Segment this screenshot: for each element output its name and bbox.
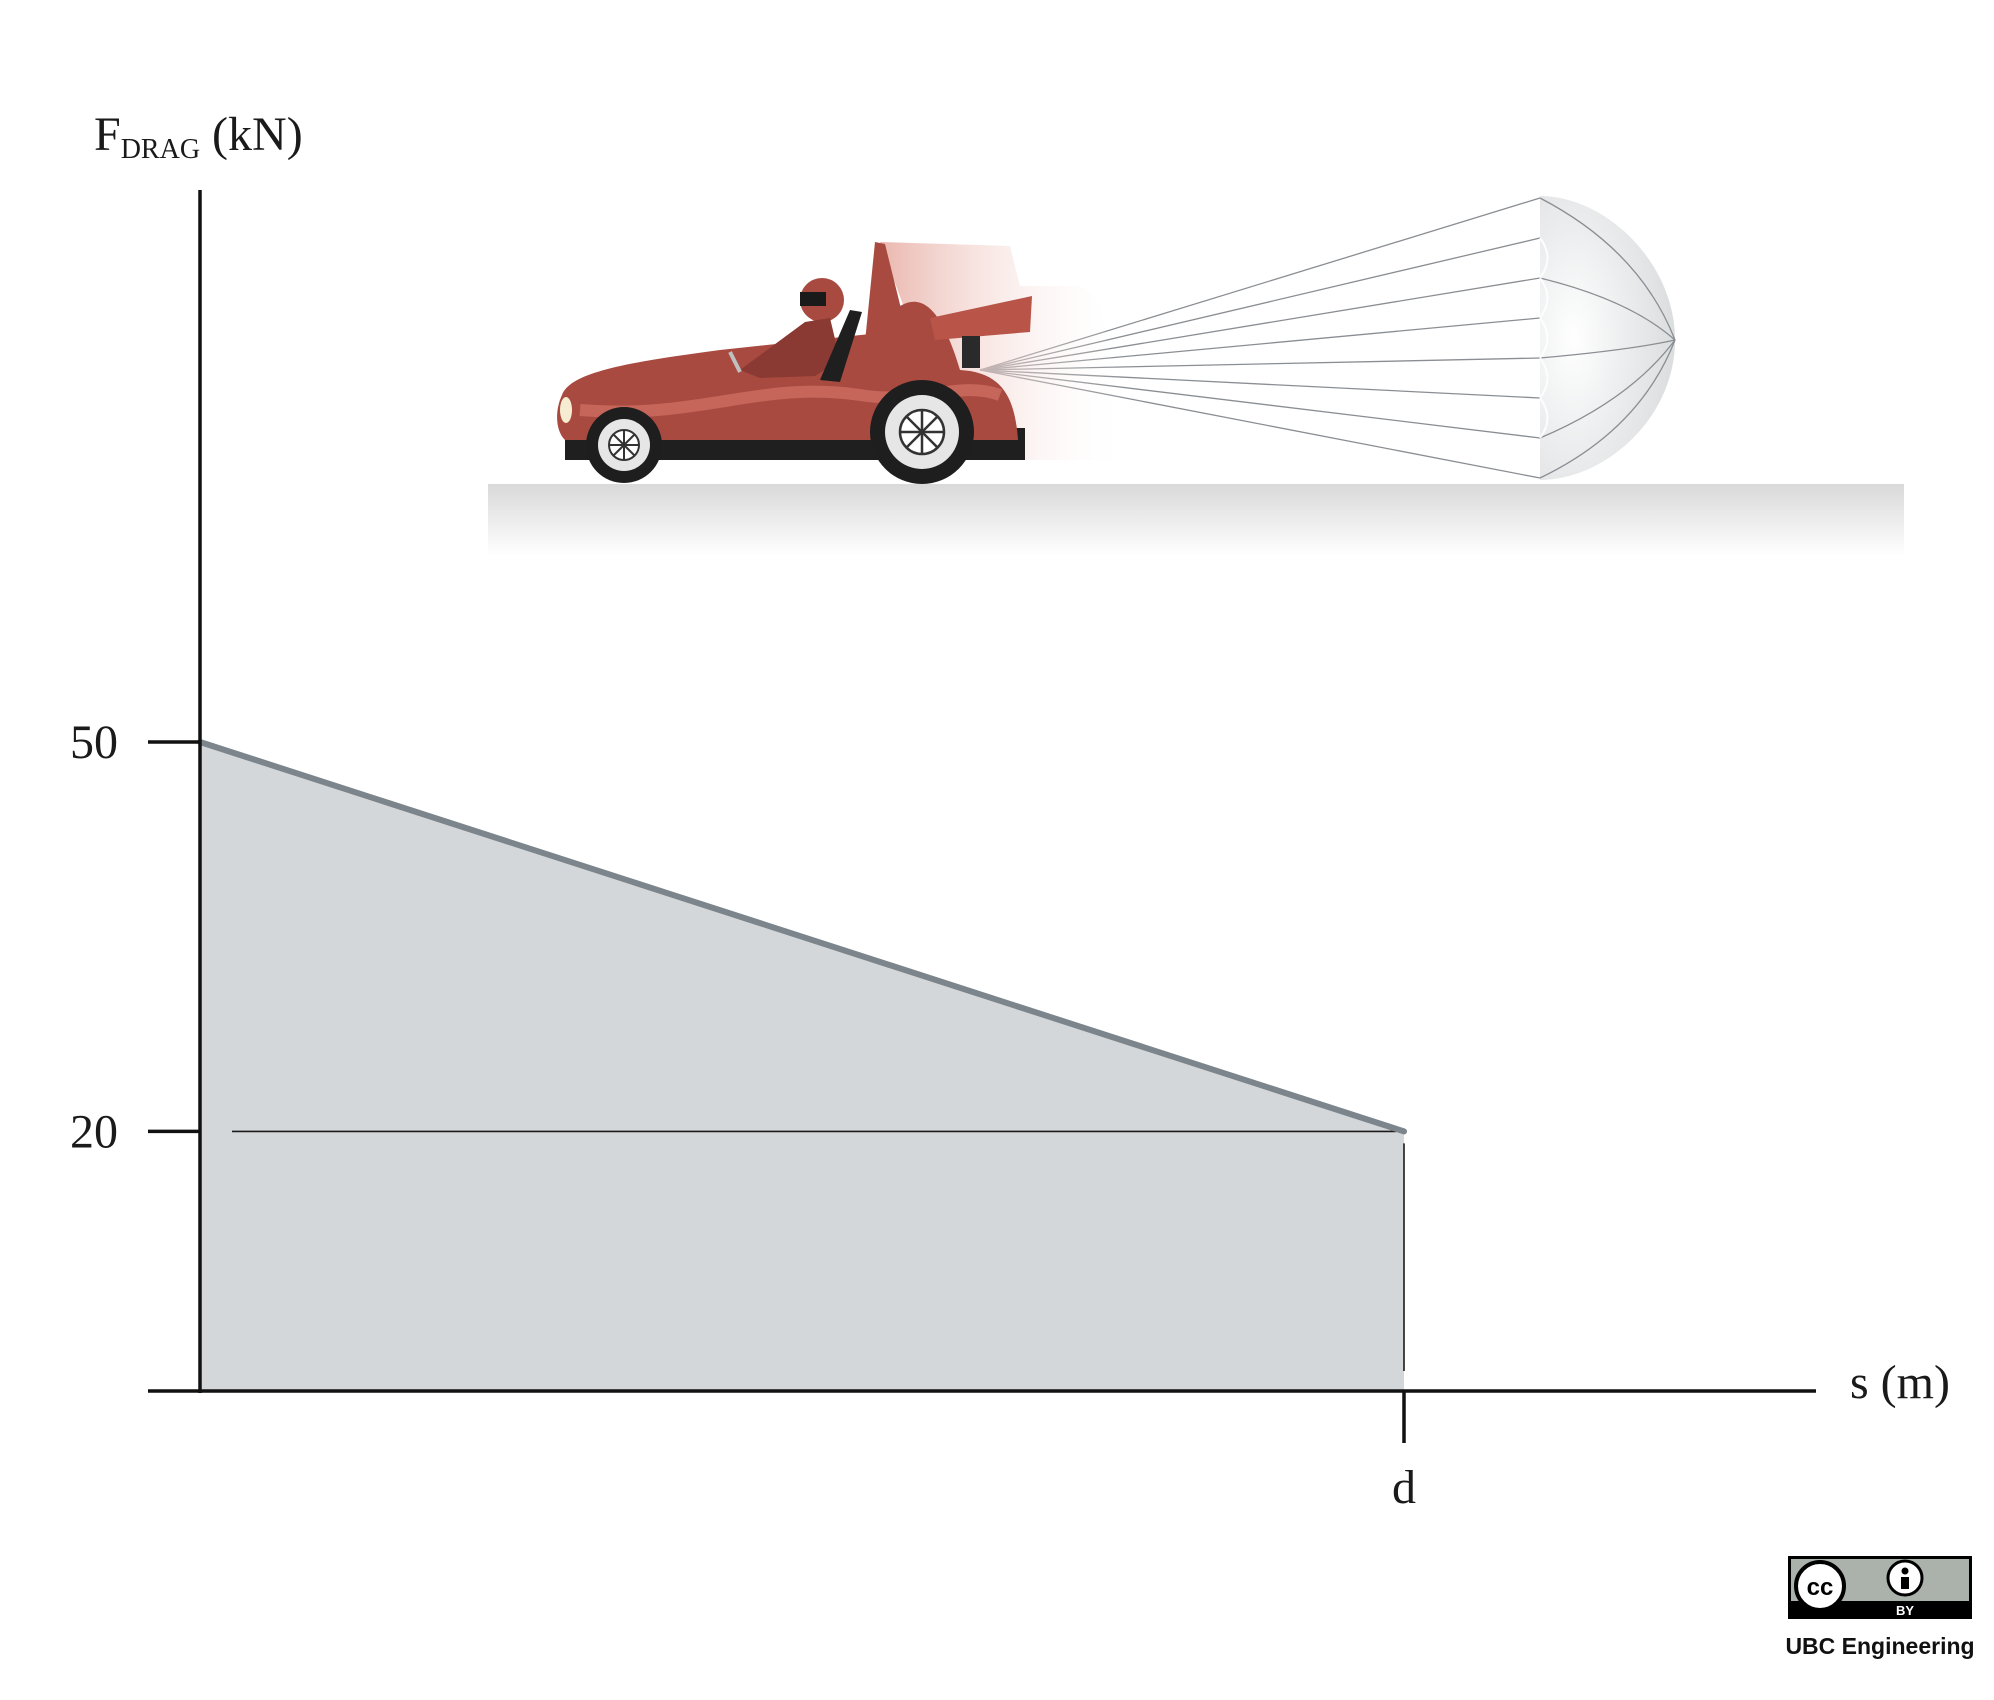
race-car-icon: [557, 242, 1130, 484]
cc-icon: [1794, 1560, 1846, 1612]
parachute-icon: [979, 196, 1676, 480]
drag-force-line: [197, 739, 1407, 1135]
credit-text: UBC Engineering: [1785, 1633, 1974, 1659]
work-area-fill: [200, 742, 1404, 1391]
y-axis-label-unit: (kN): [200, 108, 303, 161]
by-text: BY: [1896, 1603, 1914, 1618]
illustration: [488, 196, 1904, 556]
y-axis-label-main: F: [94, 108, 121, 161]
y-tick-label-50: 50: [70, 716, 118, 769]
cc-text: cc: [1807, 1574, 1834, 1601]
x-tick-label-d: d: [1392, 1461, 1416, 1514]
ground-icon: [488, 484, 1904, 556]
drag-force-graph: 50 20 d FDRAG (kN) s (m): [70, 108, 1950, 1514]
license-badge: cc BY UBC Engineering: [1785, 1556, 1975, 1659]
x-axis-label: s (m): [1850, 1356, 1950, 1409]
y-axis-label-sub: DRAG: [121, 134, 200, 165]
y-tick-label-20: 20: [70, 1105, 118, 1158]
y-axis-label: FDRAG (kN): [94, 108, 303, 165]
